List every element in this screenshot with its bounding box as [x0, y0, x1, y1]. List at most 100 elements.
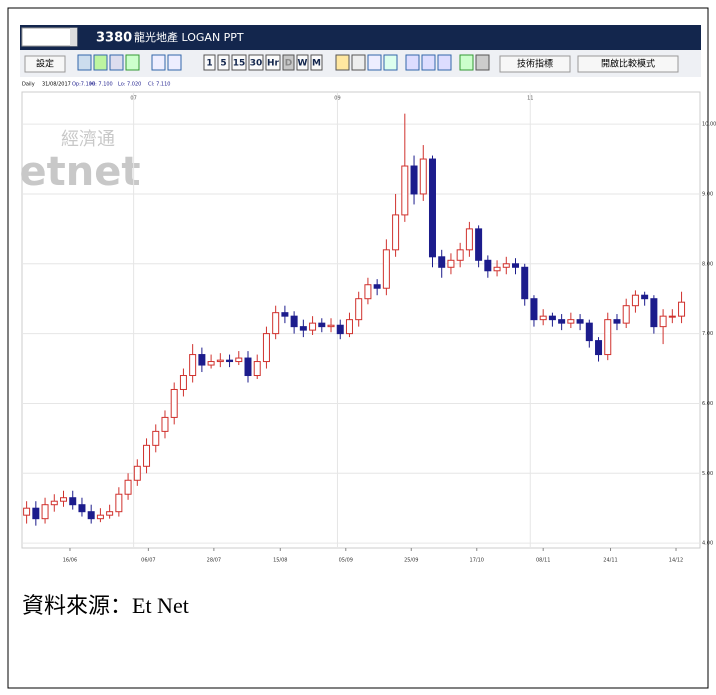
y-tick-label: 8.00 — [702, 261, 713, 267]
settings-label: 設定 — [36, 58, 54, 70]
interval-label: 30 — [250, 59, 263, 69]
candle-body — [32, 507, 40, 520]
icon[interactable] — [125, 54, 140, 71]
interval-button[interactable] — [231, 54, 247, 71]
icon[interactable] — [351, 54, 366, 71]
interval-label: Hr — [267, 59, 280, 69]
candle-body — [382, 249, 390, 289]
candle-body — [585, 322, 593, 342]
candle-body — [253, 361, 261, 377]
candle-body — [475, 228, 483, 261]
icon[interactable] — [405, 54, 420, 71]
candle-body — [604, 319, 612, 356]
info-item: Cl: 7.110 — [148, 82, 170, 88]
candle-body — [336, 324, 344, 335]
candle-body — [484, 259, 492, 272]
candle-body — [613, 319, 621, 324]
icon[interactable] — [93, 54, 108, 71]
candle-body — [456, 249, 464, 261]
candle-body — [493, 266, 501, 272]
interval-button[interactable] — [203, 54, 216, 71]
candle-body — [622, 305, 630, 324]
candle-body — [161, 416, 169, 432]
month-label: 11 — [527, 96, 533, 102]
interval-button[interactable] — [282, 54, 295, 71]
dropdown-arrow[interactable] — [70, 28, 77, 46]
month-label: 09 — [334, 96, 340, 102]
interval-label: W — [298, 59, 308, 69]
icon[interactable] — [383, 54, 398, 71]
interval-label: D — [285, 59, 292, 69]
candle-body — [133, 465, 141, 481]
candle-body — [521, 266, 529, 300]
info-item: Lo: 7.020 — [118, 82, 141, 88]
x-tick-label: 24/11 — [603, 558, 617, 564]
zoom-in[interactable] — [151, 54, 166, 71]
icon[interactable] — [109, 54, 124, 71]
icon[interactable] — [421, 54, 436, 71]
icon[interactable] — [367, 54, 382, 71]
candle-body — [548, 315, 556, 321]
candle-body — [179, 375, 187, 390]
y-tick-label: 6.00 — [702, 401, 713, 407]
candle-body — [152, 430, 160, 446]
icon[interactable] — [437, 54, 452, 71]
candle-body — [60, 497, 68, 502]
candle-body — [69, 497, 77, 506]
watermark: 經濟通 — [61, 129, 115, 150]
x-tick-label: 15/08 — [273, 558, 287, 564]
candle-body — [567, 319, 575, 324]
plot: 4.00 5.00 6.00 7.00 8.00 9.00 10.00 16/06 06/07 2… — [22, 92, 716, 564]
settings-button[interactable] — [24, 55, 66, 73]
zoom-out[interactable] — [167, 54, 182, 71]
candle-body — [355, 298, 363, 321]
print[interactable] — [475, 54, 490, 71]
info-item: Hi: 7.100 — [90, 82, 113, 88]
candle-body — [419, 158, 427, 195]
caption: 資料來源：Et Net — [22, 593, 189, 618]
candle-body — [281, 312, 289, 317]
candle-body — [345, 319, 353, 335]
candle-body — [272, 312, 280, 335]
candle-body — [87, 511, 95, 520]
candle-body — [539, 315, 547, 321]
candle-body — [170, 388, 178, 418]
y-tick-label: 5.00 — [702, 471, 713, 477]
indicators-label: 技術指標 — [517, 58, 553, 70]
interval-buttons: 1 5 15 30 Hr D W M — [203, 54, 323, 71]
icon[interactable] — [335, 54, 350, 71]
compare-button[interactable] — [577, 55, 679, 73]
x-tick-label: 06/07 — [141, 558, 155, 564]
candle-body — [207, 361, 215, 366]
indicators-button[interactable] — [499, 55, 571, 73]
interval-button[interactable] — [296, 54, 309, 71]
candle-body — [558, 319, 566, 324]
candle-body — [198, 354, 206, 366]
y-tick-label: 10.00 — [702, 122, 716, 128]
interval-button[interactable] — [217, 54, 230, 71]
icon[interactable] — [77, 54, 92, 71]
month-label: 07 — [130, 96, 136, 102]
interval-button[interactable] — [310, 54, 323, 71]
candle-body — [78, 504, 86, 513]
candle-body — [530, 298, 538, 321]
watermark: etnet — [20, 149, 141, 195]
title-bar — [20, 25, 701, 50]
x-tick-label: 17/10 — [470, 558, 484, 564]
stock-select[interactable] — [21, 27, 78, 47]
candle-body — [668, 315, 676, 318]
candle-body — [392, 214, 400, 251]
x-tick-label: 05/09 — [339, 558, 353, 564]
x-tick-label: 28/07 — [207, 558, 221, 564]
candle-body — [318, 322, 326, 328]
stock-name: 龍光地產 LOGAN PPT — [134, 30, 244, 44]
icon[interactable] — [459, 54, 474, 71]
candle-body — [226, 359, 234, 363]
candle-body — [309, 322, 317, 331]
interval-button[interactable] — [265, 54, 281, 71]
interval-button[interactable] — [248, 54, 264, 71]
candle-body — [244, 357, 252, 377]
candle-body — [447, 259, 455, 268]
candle-body — [650, 298, 658, 328]
